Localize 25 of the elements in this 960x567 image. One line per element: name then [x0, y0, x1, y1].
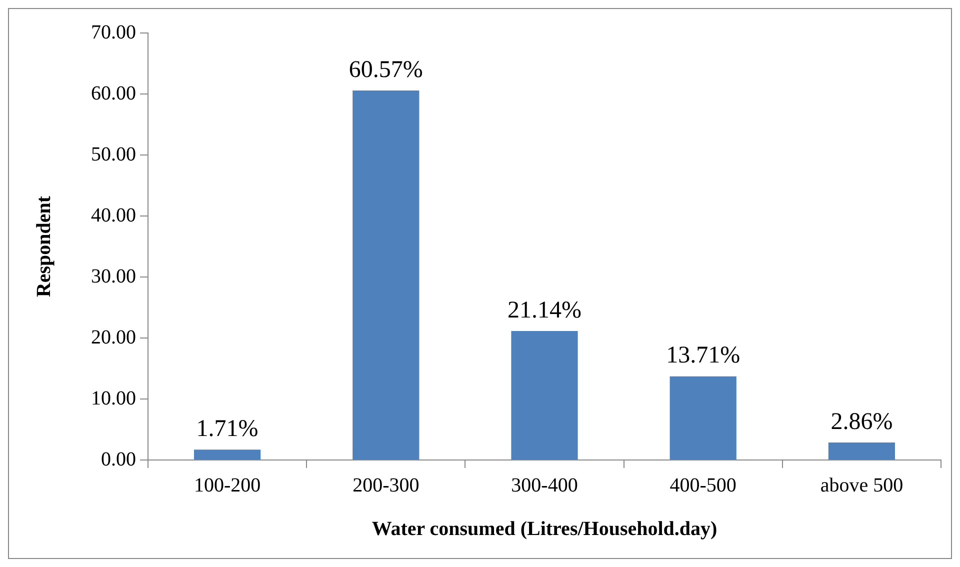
y-axis-title: Respondent — [33, 196, 56, 298]
bar — [828, 442, 896, 460]
bar — [511, 331, 578, 460]
data-label: 13.71% — [666, 342, 740, 369]
x-tick-label: above 500 — [820, 474, 904, 496]
y-tick-label: 20.00 — [91, 326, 136, 348]
data-label: 60.57% — [348, 56, 423, 83]
y-tick-label: 70.00 — [91, 21, 136, 44]
x-tick-label: 300-400 — [511, 474, 578, 496]
y-tick-label: 50.00 — [91, 143, 136, 166]
x-axis-title: Water consumed (Litres/Household.day) — [372, 518, 718, 540]
x-tick-label: 200-300 — [352, 474, 420, 496]
data-label: 21.14% — [508, 297, 582, 324]
y-tick-label: 60.00 — [91, 82, 136, 104]
y-tick-label: 40.00 — [91, 204, 136, 226]
x-tick-label: 400-500 — [670, 474, 736, 496]
bar — [352, 90, 420, 460]
x-tick-label: 100-200 — [194, 474, 261, 496]
data-label: 2.86% — [830, 408, 893, 435]
y-tick-label: 30.00 — [91, 265, 136, 288]
bar — [670, 376, 736, 460]
y-tick-label: 0.00 — [101, 448, 136, 470]
bar — [194, 450, 261, 460]
y-tick-label: 10.00 — [91, 387, 136, 410]
data-label: 1.71% — [196, 416, 258, 442]
